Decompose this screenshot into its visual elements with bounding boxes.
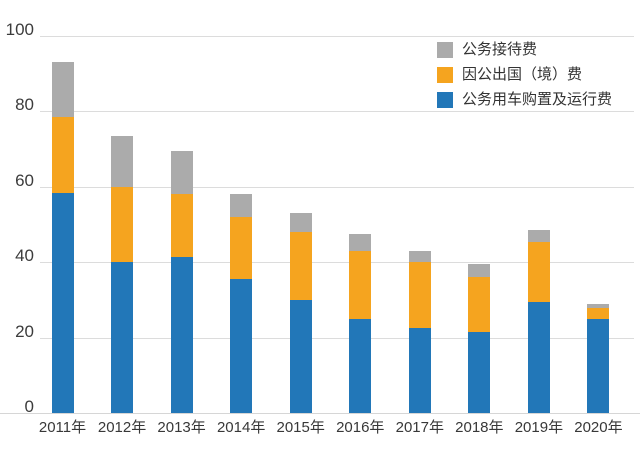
bar-segment-公务用车购置及运行费	[51, 192, 74, 414]
legend-swatch-icon	[437, 92, 453, 108]
x-axis-tick-label: 2012年	[97, 419, 147, 436]
bar-segment-因公出国（境）费	[408, 262, 431, 329]
x-axis-tick-label: 2020年	[574, 419, 623, 436]
bar-segment-因公出国（境）费	[468, 277, 491, 333]
bar-segment-因公出国（境）费	[170, 194, 193, 257]
bar-2016年	[349, 234, 372, 414]
bar-segment-公务用车购置及运行费	[230, 279, 253, 414]
bar-segment-公务用车购置及运行费	[289, 300, 312, 414]
legend-item: 公务用车购置及运行费	[437, 92, 612, 108]
x-axis-tick-label: 2011年	[38, 419, 87, 436]
legend-label: 因公出国（境）费	[462, 66, 583, 83]
legend-label: 公务接待费	[462, 41, 538, 58]
y-axis-tick-label: 40	[15, 246, 34, 266]
legend-swatch-icon	[437, 67, 453, 83]
bar-segment-公务用车购置及运行费	[349, 319, 372, 414]
bar-2018年	[468, 264, 491, 414]
bar-segment-公务接待费	[349, 234, 372, 252]
y-axis-tick-label: 60	[15, 170, 34, 190]
bar-segment-公务接待费	[111, 135, 134, 187]
bar-segment-因公出国（境）费	[527, 241, 550, 303]
y-axis-tick-label: 100	[5, 19, 34, 39]
bar-segment-公务用车购置及运行费	[170, 256, 193, 414]
bar-segment-公务用车购置及运行费	[408, 328, 431, 414]
bar-2020年	[587, 303, 610, 414]
x-axis-tick-label: 2019年	[514, 419, 564, 436]
bar-2015年	[289, 213, 312, 414]
bar-2017年	[408, 251, 431, 414]
bar-2014年	[230, 194, 253, 414]
bar-segment-因公出国（境）费	[349, 251, 372, 320]
bar-segment-公务接待费	[468, 264, 491, 278]
gridline-y-40	[40, 262, 634, 264]
bar-segment-公务接待费	[51, 62, 74, 117]
gridline-y-80	[40, 111, 634, 113]
gridline-y-60	[40, 186, 634, 188]
bar-2013年	[170, 150, 193, 414]
y-axis-tick-label: 80	[15, 95, 34, 115]
y-axis-tick-label: 0	[24, 397, 34, 417]
legend-swatch-icon	[437, 42, 453, 58]
bar-segment-公务接待费	[230, 194, 253, 218]
bar-segment-因公出国（境）费	[51, 117, 74, 193]
bar-segment-因公出国（境）费	[587, 307, 610, 320]
bar-segment-公务用车购置及运行费	[111, 262, 134, 414]
bar-segment-公务用车购置及运行费	[587, 319, 610, 414]
legend-item: 因公出国（境）费	[437, 67, 612, 83]
x-axis-tick-label: 2015年	[276, 419, 325, 436]
gridline-y-0	[0, 413, 640, 415]
x-axis-tick-label: 2016年	[336, 419, 385, 436]
legend-item: 公务接待费	[437, 42, 612, 58]
bar-segment-因公出国（境）费	[230, 217, 253, 280]
legend: 公务接待费因公出国（境）费公务用车购置及运行费	[437, 42, 612, 117]
bar-segment-因公出国（境）费	[289, 232, 312, 301]
gridline-y-20	[40, 337, 634, 339]
x-axis-tick-label: 2013年	[157, 419, 206, 436]
bar-segment-公务接待费	[587, 303, 610, 308]
bar-segment-公务接待费	[289, 213, 312, 233]
bar-segment-公务接待费	[527, 230, 550, 242]
legend-label: 公务用车购置及运行费	[462, 91, 613, 108]
bar-segment-因公出国（境）费	[111, 186, 134, 263]
bar-2011年	[51, 62, 74, 414]
bar-segment-公务用车购置及运行费	[468, 332, 491, 414]
gridline-y-100	[40, 35, 634, 37]
bar-2019年	[527, 230, 550, 414]
y-axis-tick-label: 20	[15, 321, 34, 341]
bar-2012年	[111, 135, 134, 414]
bar-segment-公务接待费	[408, 251, 431, 263]
bar-segment-公务接待费	[170, 150, 193, 195]
x-axis-tick-label: 2017年	[395, 419, 444, 436]
bar-segment-公务用车购置及运行费	[527, 302, 550, 414]
x-axis-tick-label: 2018年	[455, 419, 504, 436]
x-axis-tick-label: 2014年	[216, 419, 266, 436]
